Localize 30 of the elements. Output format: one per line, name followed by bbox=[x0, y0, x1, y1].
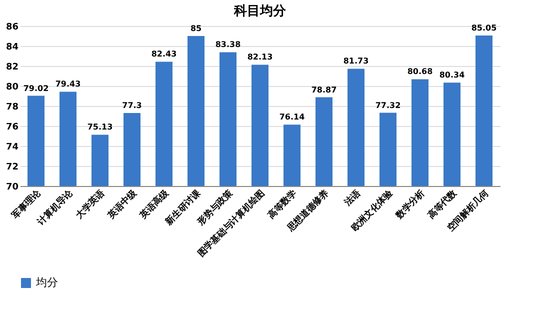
y-tick-label: 86 bbox=[6, 22, 18, 32]
data-label: 83.38 bbox=[215, 40, 242, 50]
chart-title: 科目均分 bbox=[233, 4, 287, 19]
data-label: 79.43 bbox=[55, 80, 81, 89]
x-tick-label: 数学分析 bbox=[393, 188, 428, 222]
data-label: 77.3 bbox=[122, 101, 142, 110]
data-label: 76.14 bbox=[279, 112, 306, 122]
data-label: 78.87 bbox=[311, 85, 337, 94]
data-label: 85 bbox=[190, 24, 202, 33]
data-label: 82.13 bbox=[247, 52, 273, 62]
y-tick-label: 84 bbox=[6, 42, 18, 52]
y-tick-label: 82 bbox=[6, 62, 18, 72]
y-tick-label: 76 bbox=[6, 122, 18, 132]
x-tick-label: 大学英语 bbox=[74, 188, 108, 222]
x-tick-label: 英语中级 bbox=[105, 187, 140, 222]
data-label: 80.34 bbox=[439, 70, 466, 80]
data-label: 80.68 bbox=[407, 67, 434, 76]
data-label: 77.32 bbox=[375, 100, 401, 110]
legend-label: 均分 bbox=[35, 276, 58, 289]
y-tick-label: 74 bbox=[6, 142, 18, 152]
data-label: 82.43 bbox=[151, 50, 177, 59]
data-label: 81.73 bbox=[343, 56, 369, 66]
y-tick-label: 70 bbox=[6, 182, 18, 192]
y-tick-label: 72 bbox=[6, 162, 18, 172]
y-tick-label: 78 bbox=[6, 102, 18, 112]
y-tick-label: 80 bbox=[6, 82, 18, 92]
data-label: 79.02 bbox=[23, 84, 49, 93]
x-tick-label: 法语 bbox=[342, 188, 364, 210]
data-label: 75.13 bbox=[87, 122, 113, 132]
data-label: 85.05 bbox=[471, 24, 498, 32]
